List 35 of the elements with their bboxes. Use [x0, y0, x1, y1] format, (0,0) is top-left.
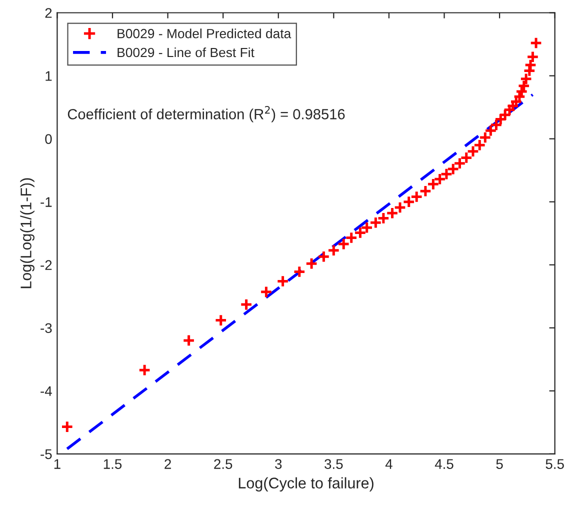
point: [276, 274, 290, 288]
y-tick-label: 0: [45, 134, 52, 144]
point: [260, 286, 273, 298]
legend-label: B0029 - Line of Best Fit: [118, 47, 254, 58]
y-tick-label: 1: [46, 71, 52, 81]
point: [60, 420, 74, 434]
legend-label: B0029 - Model Predicted data: [118, 28, 292, 38]
annotation: Coefficient of determination (R$^{2}$) = 0.98516: [68, 106, 345, 122]
point: [138, 364, 151, 376]
point: [240, 298, 253, 311]
point: [530, 36, 542, 50]
x-tick-label: 4.5: [434, 459, 454, 469]
point: [214, 314, 228, 327]
point: [305, 257, 318, 270]
y-tick-label: -2: [40, 260, 52, 270]
y-tick-label: -3: [40, 323, 52, 334]
y-tick-label: -5: [40, 449, 52, 460]
x-tick-label: 2: [164, 459, 171, 469]
y-tick-label: -4: [40, 386, 52, 396]
x-tick-label: 1: [54, 459, 60, 469]
point: [292, 265, 306, 278]
point: [327, 244, 340, 257]
x-axis-title: Log(Cycle to failure): [238, 477, 374, 492]
y-axis-title: Log(Log(1/(1-F)): [20, 178, 34, 288]
x-tick-label: 5: [496, 459, 503, 469]
y-tick-label: 2: [45, 8, 52, 18]
x-tick-label: 5.5: [546, 459, 564, 469]
x-tick-label: 3.5: [324, 459, 343, 469]
y-tick-label: -1: [40, 197, 52, 207]
point: [317, 250, 330, 264]
point: [182, 334, 196, 347]
x-tick-label: 2.5: [214, 459, 232, 469]
x-tick-label: 4: [385, 459, 392, 469]
x-tick-label: 1.5: [104, 459, 122, 469]
x-tick-label: 3: [275, 459, 282, 469]
